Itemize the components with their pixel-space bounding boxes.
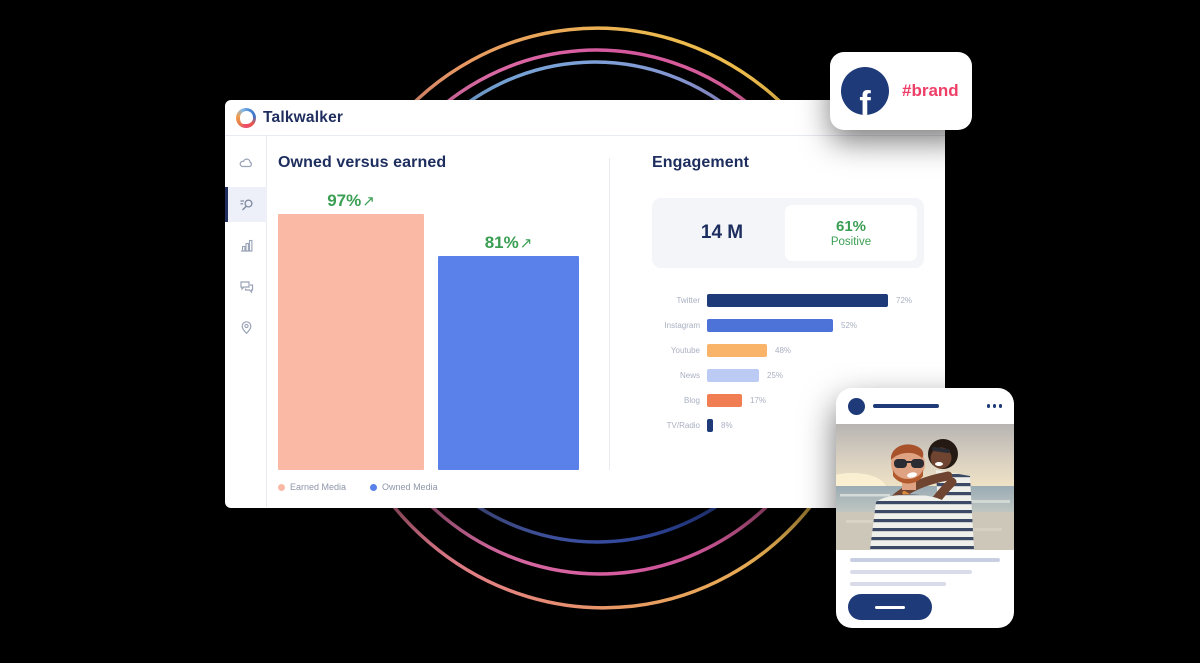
bar-earned-media: [278, 214, 424, 470]
dashboard-main: Owned versus earned 97%↗ 81%↗ Earned Medi…: [267, 136, 945, 507]
legend-dot: [278, 483, 285, 491]
hbar-value-tv-radio: 8%: [721, 421, 733, 430]
hbar-blog: [707, 394, 742, 407]
conversations-icon: [239, 281, 253, 294]
legend-label: Owned Media: [382, 482, 438, 492]
hbar-tv-radio: [707, 419, 713, 432]
hbar-row-youtube: Youtube 48%: [652, 338, 912, 363]
positive-label: Positive: [830, 236, 872, 248]
owned-earned-chart: 97%↗ 81%↗: [278, 190, 579, 470]
sidebar: [225, 136, 267, 507]
facebook-letter: f: [859, 85, 871, 115]
legend-label: Earned Media: [290, 482, 347, 492]
post-avatar: [848, 398, 865, 415]
hbar-label-instagram: Instagram: [664, 321, 700, 330]
hbar-label-news: News: [679, 371, 700, 380]
owned-earned-title: Owned versus earned: [278, 154, 447, 171]
sidebar-item-social-search[interactable]: [225, 187, 267, 222]
facebook-brand-card: f #brand: [830, 52, 972, 130]
legend-item-owned-media: Owned Media: [370, 482, 438, 492]
section-divider: [609, 158, 610, 470]
post-menu-icon[interactable]: [986, 404, 1002, 408]
engagement-summary-card: 14 M 61% Positive: [652, 198, 924, 268]
hbar-row-instagram: Instagram 52%: [652, 313, 912, 338]
legend-dot: [370, 483, 378, 491]
vbar-value-owned-media: 81%↗: [484, 233, 533, 252]
engagement-title: Engagement: [652, 154, 750, 171]
hbar-label-blog: Blog: [683, 396, 700, 405]
sidebar-item-location-pin[interactable]: [225, 310, 267, 345]
hbar-value-youtube: 48%: [775, 346, 792, 355]
hbar-label-twitter: Twitter: [676, 296, 700, 305]
positive-percentage: 61%: [835, 218, 867, 235]
social-search-icon: [240, 199, 253, 211]
post-username-placeholder: [873, 404, 939, 408]
hbar-value-twitter: 72%: [896, 296, 913, 305]
bar-owned-media: [438, 256, 579, 470]
positive-sentiment-card: 61% Positive: [785, 205, 917, 261]
vbar-group-earned-media: 97%↗: [278, 191, 424, 470]
facebook-icon: f: [841, 67, 889, 115]
post-cta-button[interactable]: [848, 594, 932, 620]
sidebar-item-analytics[interactable]: [225, 228, 267, 263]
hbar-value-news: 25%: [767, 371, 784, 380]
vbar-group-owned-media: 81%↗: [438, 233, 579, 470]
engagement-chart: Twitter 72% Instagram 52% Youtube 48% News 25% B…: [652, 288, 912, 438]
post-text-placeholder: [850, 570, 972, 574]
cloud-icon: [239, 158, 252, 168]
hbar-row-tv-radio: TV/Radio 8%: [652, 413, 912, 438]
brand-name: Talkwalker: [263, 108, 344, 126]
sidebar-item-cloud[interactable]: [225, 146, 267, 181]
post-photo: [836, 424, 1014, 550]
post-text-placeholder: [850, 558, 1000, 562]
owned-earned-legend: Earned Media Owned Media: [278, 482, 438, 492]
vbar-value-earned-media: 97%↗: [327, 191, 375, 210]
hbar-value-blog: 17%: [750, 396, 767, 405]
trend-up-icon: ↗: [519, 235, 533, 252]
location-pin-icon: [241, 321, 251, 335]
trend-up-icon: ↗: [362, 193, 375, 210]
hbar-value-instagram: 52%: [841, 321, 858, 330]
hbar-instagram: [707, 319, 833, 332]
hbar-youtube: [707, 344, 767, 357]
hbar-twitter: [707, 294, 888, 307]
talkwalker-logo-icon: [236, 107, 256, 128]
app-header: Talkwalker: [225, 100, 945, 136]
hbar-row-news: News 25%: [652, 363, 912, 388]
hbar-label-youtube: Youtube: [670, 346, 700, 355]
engagement-total: 14 M: [700, 222, 744, 243]
hbar-row-blog: Blog 17%: [652, 388, 912, 413]
legend-item-earned-media: Earned Media: [278, 482, 346, 492]
hbar-news: [707, 369, 759, 382]
post-text-placeholder: [850, 582, 946, 586]
talkwalker-dashboard: Talkwalker Owned versus earned 97%↗ 81%↗ …: [225, 100, 945, 508]
hbar-label-tv-radio: TV/Radio: [666, 421, 700, 430]
analytics-icon: [240, 239, 252, 252]
social-post-card: [836, 388, 1014, 628]
sidebar-item-conversations[interactable]: [225, 269, 267, 304]
hbar-row-twitter: Twitter 72%: [652, 288, 912, 313]
brand-hashtag: #brand: [902, 81, 959, 100]
